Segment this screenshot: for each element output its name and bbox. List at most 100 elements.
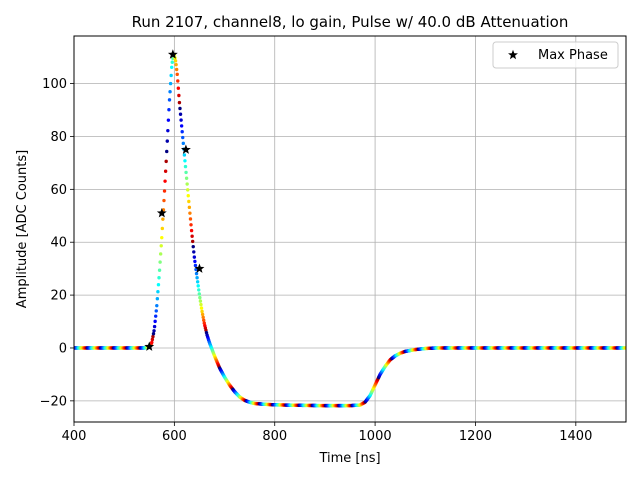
- waveform-point: [200, 309, 204, 314]
- waveform-point: [197, 292, 201, 296]
- y-tick-label: 40: [50, 236, 67, 251]
- max-phase-marker: [167, 49, 178, 59]
- waveform-point: [176, 79, 180, 83]
- waveform-point: [200, 312, 205, 317]
- max-phase-marker: [180, 144, 191, 154]
- legend-box: [492, 41, 619, 69]
- waveform-point: [166, 128, 170, 133]
- waveform-point: [194, 271, 199, 276]
- waveform-point: [190, 234, 194, 238]
- max-phase-marker: [144, 341, 155, 351]
- waveform-point: [157, 268, 162, 272]
- max-phase-marker: [156, 207, 167, 218]
- waveform-point: [169, 73, 173, 78]
- x-tick-label: 1400: [559, 429, 592, 444]
- waveform-point: [151, 334, 155, 339]
- waveform-point: [181, 135, 185, 140]
- waveform-point: [168, 81, 173, 86]
- waveform-point: [182, 153, 187, 157]
- waveform-point: [154, 309, 158, 313]
- waveform-point: [192, 255, 197, 259]
- waveform-point: [151, 332, 156, 336]
- waveform-point: [201, 315, 205, 319]
- waveform-point: [167, 108, 171, 112]
- waveform-point: [152, 324, 157, 329]
- waveform-point: [174, 67, 179, 72]
- waveform-point: [179, 124, 184, 128]
- waveform-point: [198, 295, 202, 300]
- waveform-point: [186, 193, 190, 198]
- waveform-point: [188, 217, 193, 221]
- waveform-point: [150, 340, 154, 345]
- legend-label-max-phase: Max Phase: [538, 48, 608, 63]
- waveform-point: [191, 244, 195, 249]
- x-tick-label: 800: [262, 429, 287, 444]
- waveform-point: [170, 60, 174, 64]
- waveform-point: [152, 329, 156, 333]
- y-tick-label: 100: [42, 77, 67, 92]
- x-tick-label: 1200: [459, 429, 492, 444]
- waveform-point: [163, 179, 167, 183]
- y-tick-label: 20: [50, 289, 67, 304]
- waveform-point: [157, 276, 161, 280]
- waveform-point: [187, 205, 192, 210]
- y-tick-label: 80: [50, 130, 67, 145]
- waveform-point: [174, 62, 178, 67]
- waveform-point: [160, 226, 165, 231]
- waveform-point: [190, 239, 195, 244]
- waveform-point: [158, 252, 163, 256]
- waveform-point: [176, 86, 181, 90]
- waveform-point: [166, 118, 171, 122]
- waveform-point: [187, 199, 191, 204]
- waveform-point: [177, 100, 182, 105]
- waveform-point: [163, 169, 168, 173]
- y-axis-title: Amplitude [ADC Counts]: [15, 150, 30, 308]
- waveform-point: [189, 223, 193, 227]
- waveform-point: [198, 299, 203, 303]
- waveform-point: [180, 130, 184, 134]
- waveform-point: [165, 149, 169, 154]
- y-tick-label: 60: [50, 183, 67, 198]
- waveform-point: [202, 318, 206, 322]
- waveform-point: [178, 106, 182, 111]
- waveform-point: [188, 211, 192, 215]
- waveform-point: [173, 59, 178, 63]
- waveform-point: [183, 159, 187, 163]
- x-tick-label: 400: [62, 429, 87, 444]
- waveform-point: [185, 182, 189, 186]
- plot-frame: [73, 35, 627, 423]
- x-tick-label: 600: [162, 429, 187, 444]
- marker-layer: [144, 49, 205, 351]
- grid: [73, 36, 626, 422]
- legend: Max Phase: [492, 41, 619, 69]
- waveform-point: [150, 337, 155, 342]
- y-tick-label: −20: [40, 394, 67, 409]
- max-phase-marker: [194, 263, 205, 273]
- y-tick-label: 0: [59, 341, 67, 356]
- waveform-point: [183, 164, 188, 169]
- waveform-point: [162, 198, 166, 203]
- waveform-point: [178, 112, 183, 116]
- x-axis-title: Time [ns]: [318, 451, 380, 466]
- waveform-point: [179, 118, 183, 122]
- data-layer: [74, 52, 626, 408]
- waveform-point: [164, 159, 168, 164]
- waveform-point: [195, 280, 200, 284]
- waveform-point: [199, 306, 204, 310]
- waveform-point: [167, 98, 172, 102]
- waveform-point: [181, 141, 185, 146]
- waveform-point: [196, 284, 200, 288]
- waveform-point: [202, 321, 206, 325]
- waveform-point: [155, 303, 159, 308]
- waveform-point: [158, 260, 162, 264]
- waveform-point: [159, 244, 163, 248]
- waveform-point: [165, 139, 169, 143]
- waveform-point: [199, 302, 203, 307]
- waveform-point: [189, 228, 194, 233]
- waveform-point: [156, 283, 161, 287]
- waveform-point: [162, 189, 167, 193]
- waveform-point: [155, 296, 160, 301]
- waveform-point: [184, 170, 188, 175]
- x-tick-label: 1000: [359, 429, 392, 444]
